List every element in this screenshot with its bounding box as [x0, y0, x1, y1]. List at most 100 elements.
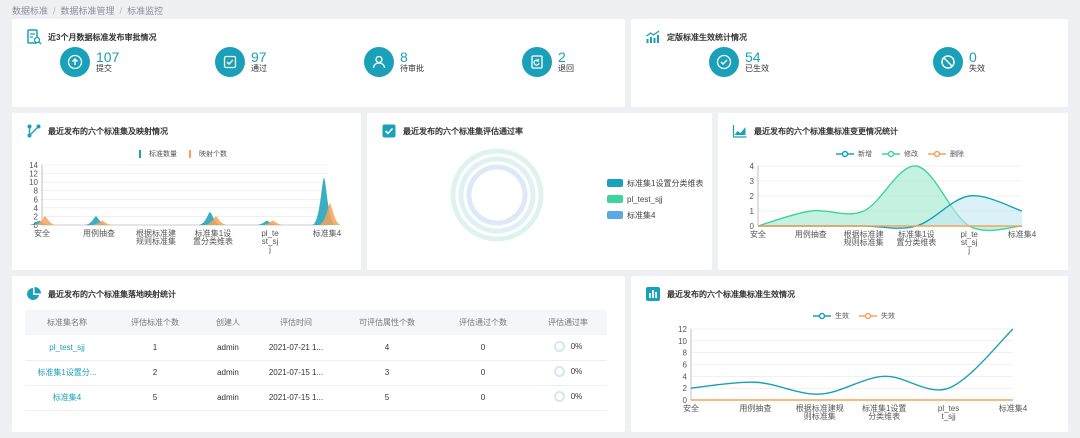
- y-tick-label: 3: [750, 177, 755, 186]
- ring-series-3[interactable]: [466, 164, 528, 226]
- legend-swatch: [607, 211, 623, 219]
- pass-rate-legend: 标准集1设置分类维表 pl_test_sjj 标准集4: [607, 175, 703, 223]
- set-name-link[interactable]: 标准集4: [25, 385, 109, 411]
- area-chart-icon: [732, 123, 748, 139]
- x-tick-label: 标准集4: [313, 228, 342, 238]
- mapping-table: 标准集名称 评估标准个数 创建人 评估时间 可评估属性个数 评估通过个数 评估通…: [25, 310, 607, 411]
- x-tick-label: 标准集4: [999, 403, 1028, 413]
- forbidden-icon: [933, 47, 963, 77]
- approval-card-title: 近3个月数据标准发布审批情况: [26, 29, 156, 45]
- effective-card-title: 定版标准生效统计情况: [645, 29, 747, 45]
- legend-label: 生效: [835, 313, 849, 320]
- breadcrumb-item[interactable]: 数据标准: [12, 6, 49, 16]
- y-tick-label: 2: [34, 212, 39, 221]
- ring-series-1[interactable]: [458, 156, 536, 234]
- col-header: 可评估属性个数: [337, 310, 437, 335]
- set-name-link[interactable]: pl_test_sjj: [25, 335, 109, 361]
- table-row: pl_test_sjj 1 admin 2021-07-21 1... 4 0 …: [25, 335, 607, 361]
- series-2-mark[interactable]: [204, 216, 228, 225]
- col-header: 标准集名称: [25, 310, 109, 335]
- stat-label: 已生效: [745, 64, 769, 73]
- branch-icon: [26, 123, 42, 139]
- legend-item[interactable]: 标准数量: [137, 149, 177, 159]
- stat-label: 通过: [251, 64, 267, 73]
- mapping-title-text: 最近发布的六个标准集及映射情况: [48, 126, 168, 136]
- legend-item[interactable]: 新增: [836, 149, 872, 159]
- table-cell: 0%: [529, 335, 607, 361]
- y-tick-label: 4: [683, 372, 688, 381]
- check-square-icon: [215, 47, 245, 77]
- breadcrumb: 数据标准 / 数据标准管理 / 标准监控: [12, 6, 164, 16]
- series-1-area: [758, 195, 1022, 229]
- progress-ring: [553, 391, 565, 402]
- series-2-mark[interactable]: [261, 220, 285, 225]
- x-tick-label: 标准集1设置分类维表: [862, 403, 906, 421]
- y-tick-label: 2: [683, 384, 688, 393]
- stat-returned[interactable]: 2 退回: [522, 47, 574, 77]
- legend-item[interactable]: 失效: [859, 311, 895, 321]
- stat-pending[interactable]: 8 待审批: [364, 47, 424, 77]
- legend-item[interactable]: 生效: [813, 311, 849, 321]
- effect-chart-title: 最近发布的六个标准集标准生效情况: [645, 286, 795, 302]
- legend-swatch: [607, 179, 623, 187]
- legend-item[interactable]: 删除: [928, 149, 964, 159]
- legend-item[interactable]: 修改: [882, 149, 918, 159]
- breadcrumb-item[interactable]: 数据标准管理: [60, 6, 115, 16]
- legend-item[interactable]: 标准集4: [607, 207, 703, 223]
- legend-item[interactable]: pl_test_sjj: [607, 191, 703, 207]
- series-2-mark[interactable]: [33, 216, 57, 225]
- ring-series-2[interactable]: [450, 148, 544, 242]
- table-row: 标准集4 5 admin 2021-07-15 1... 5 0 0%: [25, 385, 607, 411]
- y-tick-label: 8: [34, 187, 39, 196]
- return-icon: [522, 47, 552, 77]
- y-tick-label: 0: [683, 396, 688, 405]
- check-circle-icon: [709, 47, 739, 77]
- table-cell: 0%: [529, 360, 607, 386]
- series-2-mark[interactable]: [90, 220, 114, 225]
- stat-effective[interactable]: 54 已生效: [709, 47, 769, 77]
- legend-label: 修改: [904, 151, 918, 158]
- col-header: 评估时间: [255, 310, 337, 335]
- y-tick-label: 12: [29, 170, 38, 179]
- mapping-chart-card: 最近发布的六个标准集及映射情况 标准数量 映射个数 0 2 4 6 8 10 12 14 安全 用…: [12, 113, 361, 270]
- table-cell: 2: [109, 360, 201, 386]
- series-1-line[interactable]: [690, 328, 1014, 395]
- bar-chart-icon: [645, 286, 661, 302]
- table-title-text: 最近发布的六个标准集落地映射统计: [48, 289, 176, 299]
- series-1-mark[interactable]: [198, 212, 222, 225]
- series-1-mark[interactable]: [255, 220, 279, 225]
- upload-icon: [60, 47, 90, 77]
- legend-label: 失效: [881, 313, 895, 320]
- effective-title-text: 定版标准生效统计情况: [667, 32, 747, 42]
- approval-title-text: 近3个月数据标准发布审批情况: [48, 32, 157, 42]
- effective-card: 定版标准生效统计情况 54 已生效 0 失效: [631, 19, 1068, 107]
- table-cell: admin: [201, 385, 255, 411]
- series-1-mark[interactable]: [312, 177, 336, 225]
- y-tick-label: 12: [678, 325, 687, 334]
- mapping-chart-title: 最近发布的六个标准集及映射情况: [26, 123, 168, 139]
- set-name-link[interactable]: 标准集1设置分...: [25, 360, 109, 386]
- x-tick-label: 标准集1设置分类维表: [896, 229, 936, 247]
- x-tick-label: 安全: [34, 228, 50, 238]
- change-chart-card: 最近发布的六个标准集标准变更情况统计 新增 修改 删除 0 1 2 3 4 安全 用例抽查 根…: [718, 113, 1068, 270]
- series-2-mark[interactable]: [318, 203, 342, 225]
- table-cell: 1: [109, 335, 201, 361]
- pass-rate-card: 最近发布的六个标准集评估通过率 标准集1设置分类维表 pl_test_sjj 标…: [367, 113, 712, 270]
- series-1-mark[interactable]: [27, 220, 51, 225]
- series-1-mark[interactable]: [84, 216, 108, 225]
- stat-submitted[interactable]: 107 提交: [60, 47, 119, 77]
- stat-value: 54: [745, 49, 761, 65]
- stat-passed[interactable]: 97 通过: [215, 47, 267, 77]
- stat-label: 失效: [969, 64, 985, 73]
- y-tick-label: 10: [678, 337, 687, 346]
- x-tick-label: 根据标准建规则标准集: [136, 228, 176, 246]
- stat-value: 0: [969, 49, 977, 65]
- trend-chart-icon: [645, 29, 661, 45]
- stat-value: 8: [400, 49, 408, 65]
- legend-item[interactable]: 标准集1设置分类维表: [607, 175, 703, 191]
- legend-item[interactable]: 映射个数: [187, 149, 227, 159]
- stat-invalid[interactable]: 0 失效: [933, 47, 985, 77]
